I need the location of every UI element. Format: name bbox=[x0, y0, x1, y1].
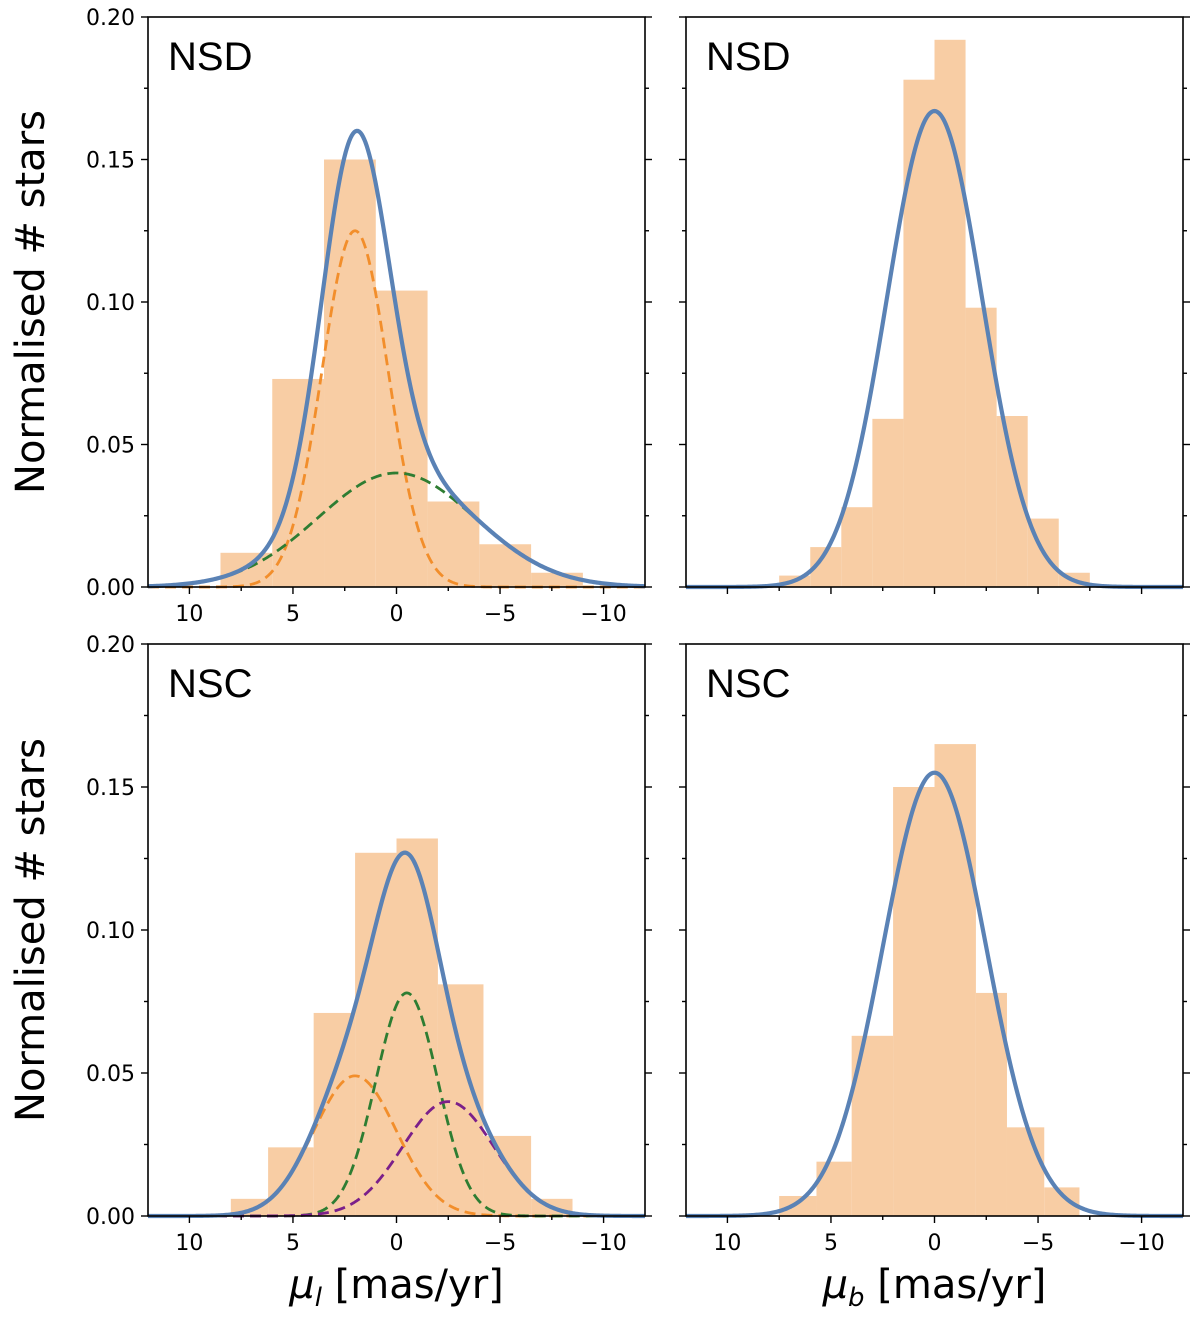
component-1-curve bbox=[148, 1074, 645, 1218]
histogram-bar bbox=[779, 1195, 817, 1216]
x-axis-title: μb [mas/yr] bbox=[822, 1262, 1047, 1313]
y-tick-label: 0.10 bbox=[86, 291, 135, 316]
histogram-bar bbox=[1006, 1127, 1045, 1216]
panel-label: NSD bbox=[706, 35, 790, 79]
x-tick-label: −5 bbox=[484, 1231, 516, 1256]
x-tick-label: 0 bbox=[390, 1231, 404, 1256]
x-tick-label: 10 bbox=[175, 602, 203, 627]
histogram-bar bbox=[816, 1161, 852, 1216]
panel-top-right: NSD bbox=[679, 16, 1190, 594]
y-tick-label: 0.15 bbox=[86, 149, 135, 174]
y-tick-label: 0.10 bbox=[86, 919, 135, 944]
x-tick-label: −10 bbox=[580, 602, 626, 627]
total-fit-curve bbox=[148, 850, 645, 1219]
y-tick-label: 0.20 bbox=[86, 6, 135, 31]
x-axis-title: μl [mas/yr] bbox=[288, 1262, 504, 1313]
y-tick-label: 0.15 bbox=[86, 776, 135, 801]
panel-top-left: 0.00 0.05 0.10 0.15 0.20 10 5 0 −5 −10 NSD Normalis… bbox=[8, 6, 652, 627]
panel-label: NSD bbox=[168, 35, 252, 79]
histogram-bar bbox=[268, 1147, 314, 1216]
panel-label: NSC bbox=[706, 662, 790, 706]
y-tick-label: 0.00 bbox=[86, 576, 135, 601]
x-tick-label: 0 bbox=[928, 1231, 942, 1256]
y-tick-label: 0.00 bbox=[86, 1205, 135, 1230]
x-tick-label: −10 bbox=[580, 1231, 626, 1256]
x-tick-label: −5 bbox=[484, 602, 516, 627]
total-fit-curve bbox=[686, 108, 1183, 590]
x-tick-label: −10 bbox=[1118, 1231, 1164, 1256]
total-fit-curve bbox=[147, 128, 646, 589]
histogram-bar bbox=[355, 852, 397, 1216]
histogram-bar bbox=[841, 507, 873, 587]
histogram-bar bbox=[483, 1135, 532, 1216]
histogram-bar bbox=[396, 838, 438, 1216]
x-tick-label: 0 bbox=[390, 602, 404, 627]
histogram-bar bbox=[872, 418, 904, 587]
histogram-bar bbox=[934, 39, 966, 588]
x-tick-label: 5 bbox=[286, 602, 300, 627]
y-tick-label: 0.20 bbox=[86, 633, 135, 658]
y-tick-label: 0.05 bbox=[86, 1062, 135, 1087]
component-1-curve bbox=[148, 229, 645, 589]
y-axis-title: Normalised # stars bbox=[8, 738, 54, 1122]
panel-bottom-left: 0.00 0.05 0.10 0.15 0.20 10 5 0 −5 −10 NSC Normalis… bbox=[8, 633, 652, 1313]
histogram-bar bbox=[903, 79, 935, 587]
y-tick-label: 0.05 bbox=[86, 434, 135, 459]
x-tick-label: 10 bbox=[175, 1231, 203, 1256]
x-tick-label: −5 bbox=[1022, 1231, 1054, 1256]
x-tick-label: 5 bbox=[286, 1231, 300, 1256]
x-tick-label: 10 bbox=[713, 1231, 741, 1256]
x-tick-label: 5 bbox=[824, 1231, 838, 1256]
y-axis-title: Normalised # stars bbox=[8, 110, 54, 494]
histogram-bar bbox=[934, 744, 976, 1216]
panel-bottom-right: 10 5 0 −5 −10 NSC μb [mas/yr] bbox=[679, 643, 1190, 1313]
histogram-bar bbox=[893, 787, 935, 1216]
total-fit-curve bbox=[686, 770, 1183, 1219]
histogram-bar bbox=[479, 544, 532, 587]
panel-label: NSC bbox=[168, 662, 252, 706]
